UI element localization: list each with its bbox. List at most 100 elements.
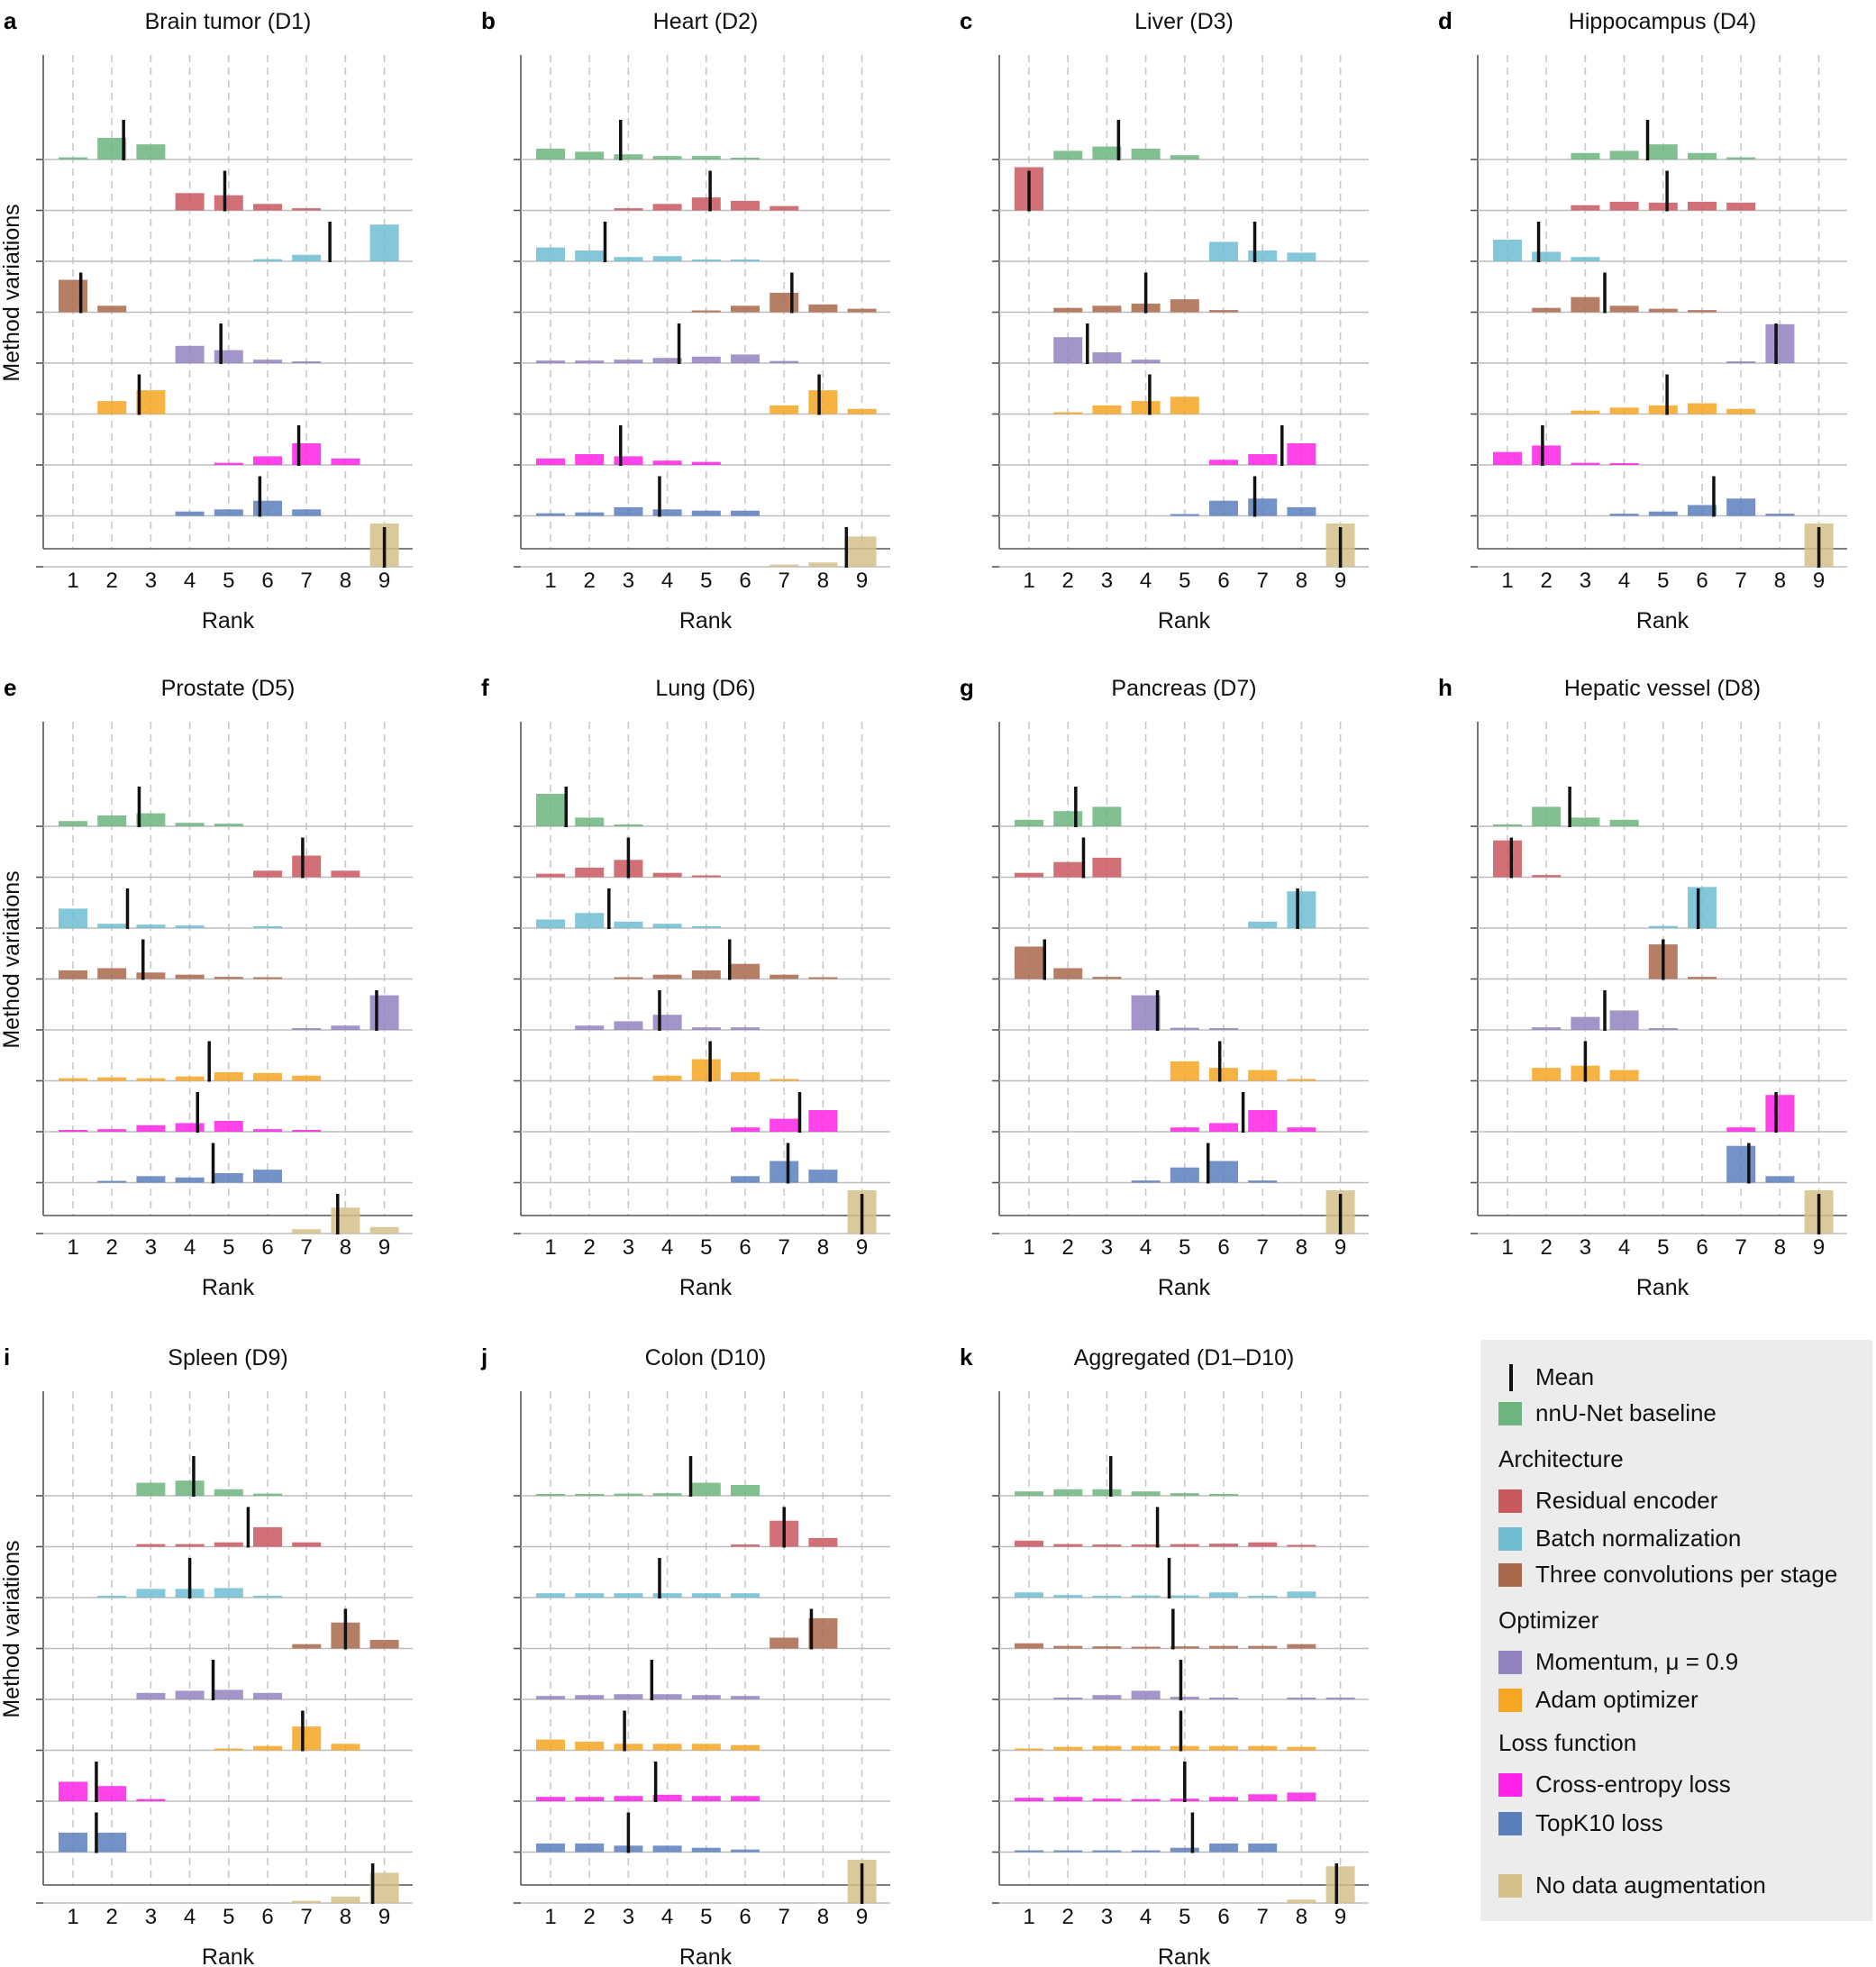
x-tick-label: 5 <box>223 1905 234 1929</box>
panel-letter: i <box>4 1343 10 1371</box>
bar-adam-optimizer-rank-3 <box>136 1078 166 1081</box>
x-tick-label: 1 <box>67 1905 78 1929</box>
bar-momentum-0-9-rank-6 <box>731 1696 760 1699</box>
bar-cross-entropy-loss-rank-2 <box>97 1129 127 1132</box>
x-axis-label: Rank <box>1158 1275 1211 1300</box>
bar-three-convolutions-per-stage-rank-4 <box>652 974 682 979</box>
bar-momentum-0-9-rank-9 <box>369 995 399 1030</box>
bar-momentum-0-9-rank-5 <box>214 1689 243 1699</box>
y-axis-label: Method variations <box>0 1540 24 1717</box>
bar-residual-encoder-rank-5 <box>1170 1544 1199 1547</box>
bar-residual-encoder-rank-2 <box>1053 861 1083 878</box>
bar-topk10-loss-rank-1 <box>536 513 565 516</box>
bar-nnu-net-baseline-rank-4 <box>175 1480 205 1496</box>
x-tick-label: 9 <box>378 1235 390 1260</box>
legend-swatch-baseline <box>1498 1401 1522 1425</box>
bar-topk10-loss-rank-5 <box>691 510 721 516</box>
x-tick-label: 7 <box>1257 1905 1269 1929</box>
x-tick-label: 3 <box>145 1235 157 1260</box>
bar-topk10-loss-rank-4 <box>175 511 205 516</box>
bar-adam-optimizer-rank-1 <box>1015 1748 1043 1751</box>
x-tick-label: 6 <box>1217 1235 1229 1260</box>
bar-adam-optimizer-rank-2 <box>97 1077 127 1081</box>
bar-topk10-loss-rank-4 <box>1131 1180 1161 1183</box>
bar-topk10-loss-rank-6 <box>731 510 760 516</box>
legend-swatch-topk10 <box>1498 1811 1522 1835</box>
x-tick-label: 8 <box>817 1905 829 1929</box>
bar-batch-normalization-rank-1 <box>1015 1592 1043 1598</box>
panel-title: Spleen (D9) <box>168 1345 287 1371</box>
bar-three-convolutions-per-stage-rank-5 <box>214 977 243 979</box>
bar-nnu-net-baseline-rank-5 <box>1170 1493 1199 1496</box>
bar-momentum-0-9-rank-6 <box>253 1692 282 1699</box>
x-tick-label: 6 <box>261 1235 273 1260</box>
bar-three-convolutions-per-stage-rank-8 <box>808 1617 838 1649</box>
bar-adam-optimizer-rank-3 <box>1092 1745 1122 1751</box>
bar-nnu-net-baseline-rank-5 <box>1170 155 1199 159</box>
bar-batch-normalization-rank-1 <box>536 247 565 261</box>
bar-residual-encoder-rank-5 <box>691 875 721 878</box>
bar-batch-normalization-rank-6 <box>731 260 760 261</box>
x-tick-label: 8 <box>340 569 351 593</box>
bar-residual-encoder-rank-7 <box>1726 202 1756 211</box>
bar-three-convolutions-per-stage-rank-5 <box>1648 308 1678 313</box>
bar-topk10-loss-rank-5 <box>691 1847 721 1853</box>
legend-label-momentum: Momentum, μ = 0.9 <box>1535 1648 1739 1675</box>
y-axis-label: Method variations <box>0 204 24 381</box>
bar-residual-encoder-rank-1 <box>536 873 565 878</box>
bar-residual-encoder-rank-8 <box>331 870 360 878</box>
bar-three-convolutions-per-stage-rank-3 <box>136 972 166 979</box>
bar-adam-optimizer-rank-3 <box>136 390 166 414</box>
bar-cross-entropy-loss-rank-5 <box>1170 1127 1199 1132</box>
legend-swatch-adam <box>1498 1688 1522 1712</box>
x-axis-label: Rank <box>202 608 255 633</box>
bar-momentum-0-9-rank-4 <box>1131 995 1161 1030</box>
bar-adam-optimizer-rank-7 <box>292 1075 322 1081</box>
bar-residual-encoder-rank-4 <box>1131 1544 1161 1547</box>
bar-residual-encoder-rank-4 <box>175 193 205 211</box>
bar-nnu-net-baseline-rank-6 <box>1209 1494 1238 1496</box>
bar-batch-normalization-rank-6 <box>253 259 282 261</box>
bar-topk10-loss-rank-7 <box>292 509 322 516</box>
bar-momentum-0-9-rank-8 <box>1287 1698 1316 1699</box>
bar-batch-normalization-rank-6 <box>1209 1592 1238 1598</box>
bar-residual-encoder-rank-7 <box>770 205 799 211</box>
bar-three-convolutions-per-stage-rank-6 <box>1209 1645 1238 1649</box>
bar-residual-encoder-rank-4 <box>175 1544 205 1547</box>
legend-label-baseline: nnU-Net baseline <box>1535 1399 1717 1426</box>
bar-topk10-loss-rank-7 <box>770 1161 799 1183</box>
bar-residual-encoder-rank-3 <box>1571 205 1600 211</box>
panel-title: Prostate (D5) <box>161 676 296 701</box>
x-tick-label: 7 <box>1735 569 1747 593</box>
bar-topk10-loss-rank-8 <box>808 1170 838 1183</box>
x-tick-label: 5 <box>223 569 234 593</box>
bar-three-convolutions-per-stage-rank-4 <box>1131 1646 1161 1649</box>
bar-residual-encoder-rank-5 <box>691 197 721 211</box>
bar-residual-encoder-rank-6 <box>1688 201 1717 211</box>
bar-three-convolutions-per-stage-rank-6 <box>1209 310 1238 313</box>
legend-group-architecture: Architecture <box>1498 1445 1624 1472</box>
bar-cross-entropy-loss-rank-1 <box>59 1781 87 1801</box>
legend-item-baseline: nnU-Net baseline <box>1498 1399 1717 1427</box>
bar-topk10-loss-rank-6 <box>253 1170 282 1183</box>
bar-batch-normalization-rank-4 <box>652 924 682 928</box>
bar-batch-normalization-rank-1 <box>59 908 87 928</box>
legend-swatch-three-convolutions <box>1498 1562 1522 1587</box>
legend-group-optimizer: Optimizer <box>1498 1607 1599 1634</box>
bar-batch-normalization-rank-6 <box>1209 241 1238 261</box>
x-tick-label: 3 <box>145 569 157 593</box>
legend-label-batch-normalization: Batch normalization <box>1535 1525 1742 1552</box>
bar-nnu-net-baseline-rank-2 <box>1053 1489 1083 1496</box>
bar-batch-normalization-rank-9 <box>369 224 399 261</box>
bar-momentum-0-9-rank-6 <box>731 1027 760 1030</box>
bar-momentum-0-9-rank-8 <box>1765 323 1795 363</box>
bar-topk10-loss-rank-1 <box>1015 1850 1043 1853</box>
bar-momentum-0-9-rank-3 <box>1571 1016 1600 1030</box>
bar-nnu-net-baseline-rank-4 <box>175 823 205 826</box>
bar-adam-optimizer-rank-5 <box>1170 396 1199 414</box>
bar-momentum-0-9-rank-7 <box>1726 361 1756 363</box>
bar-nnu-net-baseline-rank-5 <box>214 1489 243 1496</box>
x-tick-label: 1 <box>1501 569 1513 593</box>
bar-three-convolutions-per-stage-rank-3 <box>1571 296 1600 313</box>
